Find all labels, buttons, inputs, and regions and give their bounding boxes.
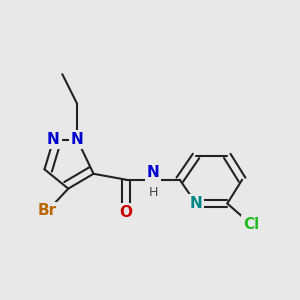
Text: H: H [148,186,158,199]
Text: Br: Br [38,203,57,218]
Text: N: N [190,196,202,211]
Text: N: N [147,165,159,180]
Text: N: N [71,132,84,147]
Text: N: N [47,132,60,147]
Text: Cl: Cl [243,217,259,232]
Text: O: O [120,205,133,220]
